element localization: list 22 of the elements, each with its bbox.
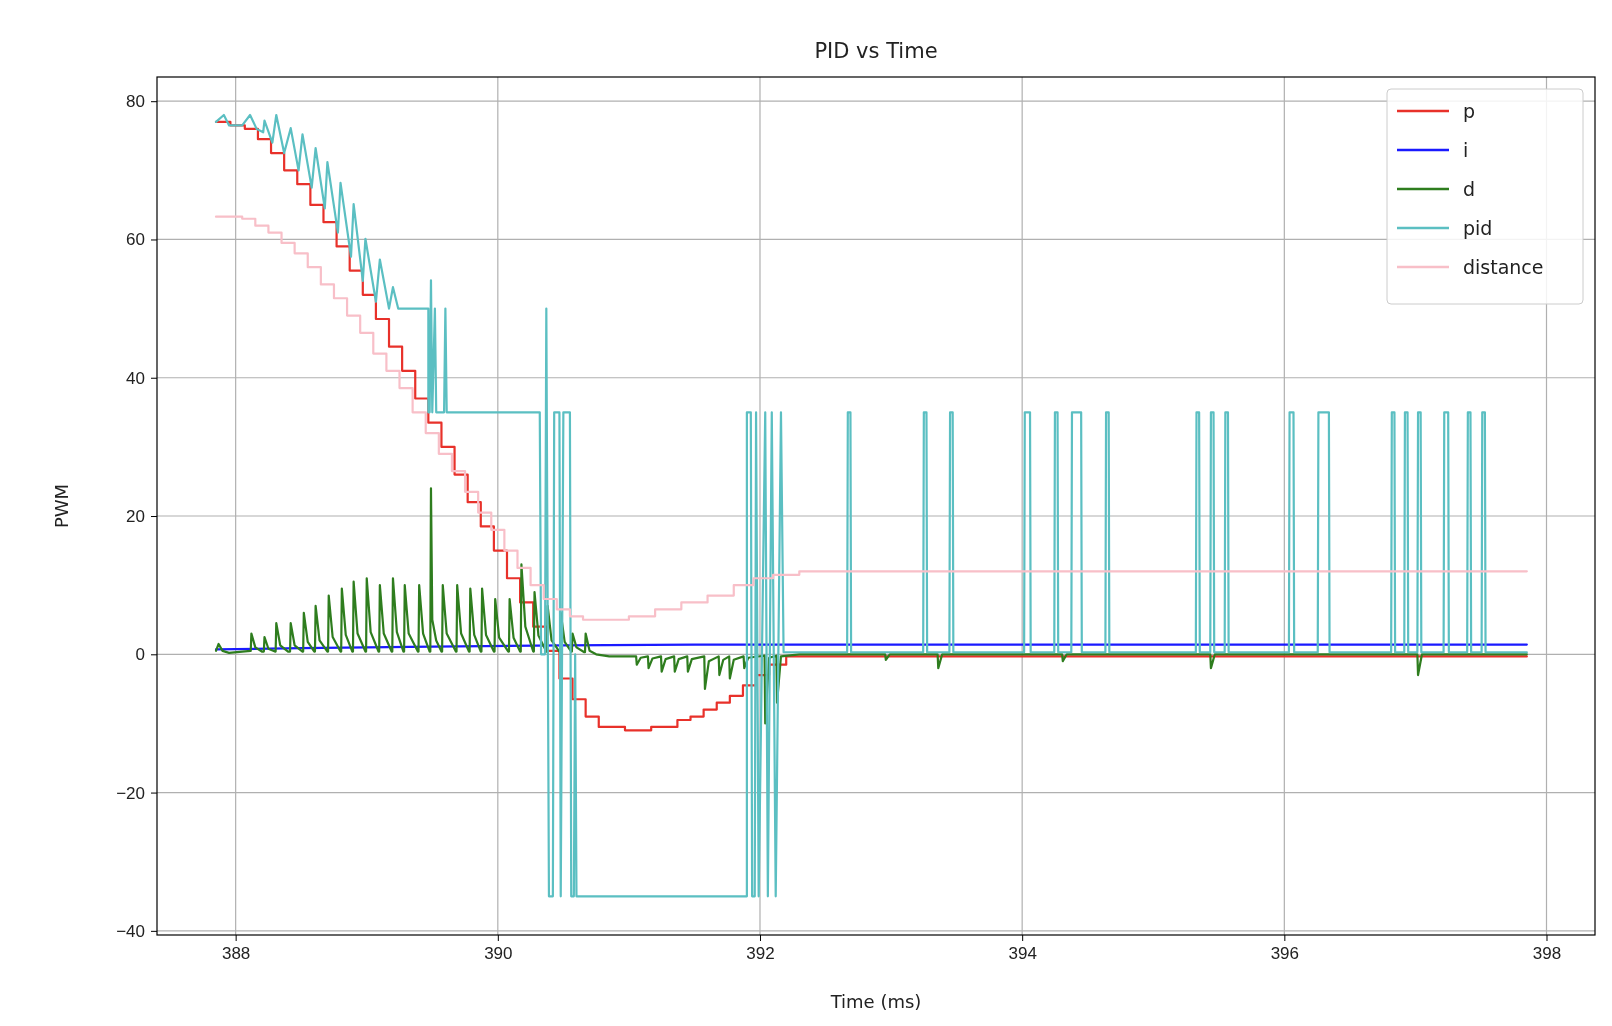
- x-tick-label: 396: [1270, 944, 1300, 964]
- legend-label: d: [1463, 178, 1476, 200]
- legend-label: i: [1463, 139, 1469, 161]
- y-tick-label: 60: [126, 230, 145, 250]
- legend-label: p: [1463, 100, 1476, 122]
- chart-title: PID vs Time: [814, 39, 938, 63]
- y-tick-label: 40: [126, 368, 145, 388]
- y-tick-label: 20: [126, 506, 145, 526]
- x-tick-label: 392: [746, 944, 775, 964]
- x-tick-label: 388: [221, 944, 251, 964]
- y-axis-title: PWM: [51, 483, 72, 529]
- x-axis-title: Time (ms): [829, 991, 922, 1012]
- legend-label: distance: [1463, 256, 1544, 278]
- y-tick-label: 80: [126, 92, 145, 112]
- y-tick-label: −20: [116, 783, 145, 803]
- legend-label: pid: [1463, 217, 1493, 239]
- x-tick-label: 394: [1008, 944, 1037, 964]
- x-tick-label: 390: [484, 944, 513, 964]
- x-tick-label: 398: [1532, 944, 1562, 964]
- y-tick-label: −40: [116, 921, 145, 941]
- y-tick-label: 0: [135, 645, 145, 665]
- line-series: [214, 487, 1528, 725]
